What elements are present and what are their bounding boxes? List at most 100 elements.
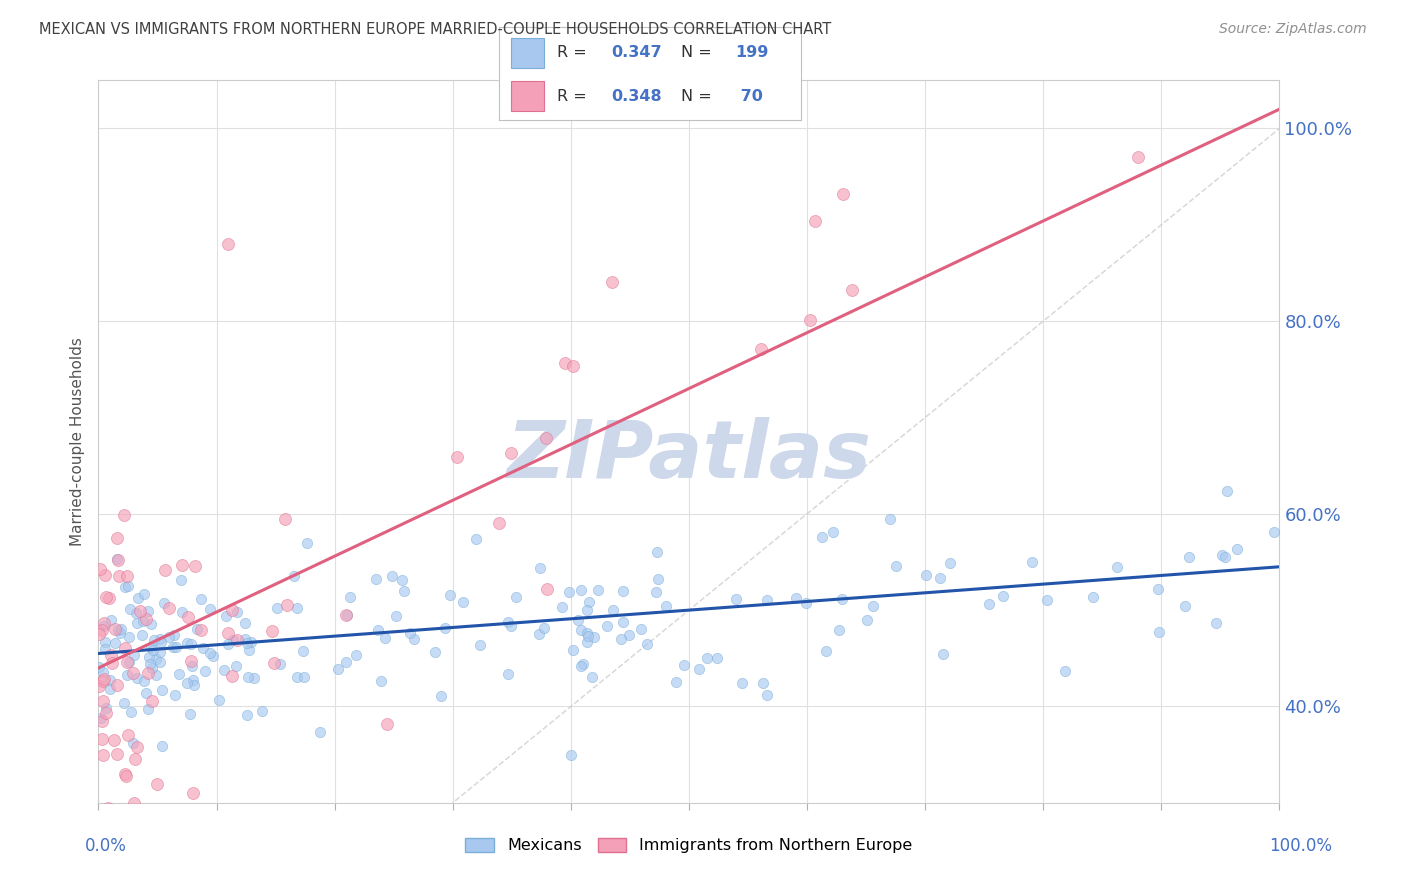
Point	[1213, 549, 1236, 564]
Point	[569, 583, 592, 598]
Point	[465, 533, 488, 547]
Point	[569, 658, 592, 673]
Point	[93, 642, 115, 657]
Point	[263, 656, 285, 670]
Point	[451, 595, 474, 609]
Point	[96, 701, 118, 715]
Point	[576, 629, 599, 643]
Point	[815, 644, 838, 658]
Bar	[512, 81, 544, 111]
Point	[167, 667, 190, 681]
Point	[115, 568, 138, 582]
Point	[235, 632, 257, 646]
Point	[991, 589, 1014, 603]
Point	[752, 676, 775, 690]
Point	[841, 283, 863, 297]
Point	[505, 590, 527, 604]
Point	[214, 608, 236, 623]
Point	[193, 641, 215, 656]
Point	[141, 640, 163, 655]
Point	[149, 632, 172, 646]
Point	[93, 619, 115, 633]
Point	[1126, 150, 1149, 164]
Point	[374, 631, 396, 645]
Text: 70: 70	[735, 88, 763, 103]
Point	[527, 627, 550, 641]
Point	[364, 572, 387, 586]
Point	[107, 623, 129, 637]
Point	[536, 582, 558, 596]
Point	[217, 637, 239, 651]
Text: 0.348: 0.348	[612, 88, 662, 103]
Point	[439, 589, 461, 603]
Point	[344, 648, 367, 662]
Point	[105, 551, 128, 566]
Point	[94, 568, 117, 582]
Point	[308, 725, 330, 739]
Point	[706, 651, 728, 665]
Point	[124, 752, 146, 766]
Text: Source: ZipAtlas.com: Source: ZipAtlas.com	[1219, 22, 1367, 37]
Point	[212, 663, 235, 677]
Point	[645, 585, 668, 599]
Point	[1205, 615, 1227, 630]
Point	[124, 648, 146, 662]
Point	[630, 622, 652, 636]
Point	[139, 657, 162, 671]
Point	[170, 573, 193, 587]
Point	[149, 645, 172, 659]
Point	[399, 625, 422, 640]
Point	[208, 692, 231, 706]
Point	[105, 531, 128, 545]
Point	[785, 591, 807, 605]
Point	[221, 669, 243, 683]
Point	[143, 632, 166, 647]
Point	[339, 590, 361, 604]
Point	[665, 674, 688, 689]
Point	[100, 648, 122, 663]
Text: ZIPatlas: ZIPatlas	[506, 417, 872, 495]
Point	[150, 682, 173, 697]
Point	[91, 732, 114, 747]
Point	[879, 511, 901, 525]
Point	[136, 666, 159, 681]
Point	[94, 706, 117, 721]
Point	[1216, 483, 1239, 498]
Point	[1146, 582, 1168, 596]
Point	[120, 705, 142, 719]
Point	[125, 739, 148, 754]
Point	[423, 645, 446, 659]
Point	[276, 598, 298, 612]
Point	[233, 615, 256, 630]
Point	[138, 649, 160, 664]
Point	[283, 568, 305, 582]
Point	[226, 605, 249, 619]
Point	[177, 609, 200, 624]
Point	[655, 599, 678, 613]
Point	[499, 446, 522, 460]
Point	[884, 558, 907, 573]
Point	[696, 651, 718, 665]
Point	[488, 516, 510, 531]
Point	[217, 237, 239, 252]
Point	[153, 563, 176, 577]
Legend: Mexicans, Immigrants from Northern Europe: Mexicans, Immigrants from Northern Europ…	[460, 831, 918, 860]
Point	[183, 677, 205, 691]
Point	[87, 659, 110, 673]
Text: R =: R =	[557, 45, 592, 61]
Point	[575, 634, 598, 648]
Point	[202, 649, 225, 664]
Point	[533, 621, 555, 635]
Point	[104, 622, 127, 636]
Point	[103, 732, 125, 747]
Point	[90, 623, 112, 637]
Point	[114, 767, 136, 781]
Point	[939, 556, 962, 570]
Point	[392, 584, 415, 599]
Point	[98, 673, 121, 688]
Point	[856, 613, 879, 627]
Point	[673, 657, 696, 672]
Point	[112, 697, 135, 711]
Point	[125, 607, 148, 621]
Point	[225, 659, 247, 673]
